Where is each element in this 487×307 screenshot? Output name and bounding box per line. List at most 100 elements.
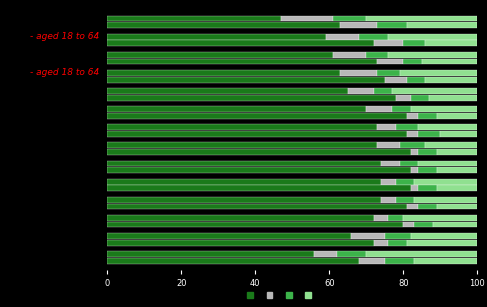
Bar xyxy=(107,167,411,173)
Bar xyxy=(107,106,366,112)
Bar xyxy=(107,149,411,155)
Bar xyxy=(333,16,366,21)
Bar xyxy=(414,258,477,264)
Bar xyxy=(107,258,359,264)
Bar xyxy=(403,41,426,46)
Bar xyxy=(385,77,407,83)
Bar xyxy=(436,149,477,155)
Bar xyxy=(107,240,374,246)
Bar xyxy=(436,113,477,119)
Bar xyxy=(418,149,436,155)
Bar xyxy=(392,106,411,112)
Bar xyxy=(107,233,352,239)
Bar xyxy=(414,222,433,227)
Bar xyxy=(366,106,392,112)
Bar xyxy=(385,258,414,264)
Bar xyxy=(107,34,325,40)
Bar xyxy=(436,204,477,209)
Bar xyxy=(389,52,477,58)
Bar xyxy=(348,88,374,94)
Bar xyxy=(107,52,333,58)
Bar xyxy=(359,258,385,264)
Bar xyxy=(436,167,477,173)
Bar xyxy=(107,124,377,130)
Bar xyxy=(407,22,477,28)
Bar xyxy=(411,95,429,101)
Bar xyxy=(407,113,418,119)
Bar xyxy=(381,161,399,166)
Bar xyxy=(374,215,389,221)
Bar xyxy=(377,70,399,76)
Bar xyxy=(107,215,374,221)
Bar xyxy=(426,41,477,46)
Bar xyxy=(107,113,407,119)
Bar xyxy=(340,22,377,28)
Bar xyxy=(403,59,422,64)
Bar xyxy=(433,222,477,227)
Bar xyxy=(418,131,440,137)
Bar xyxy=(359,34,389,40)
Bar xyxy=(399,70,477,76)
Bar xyxy=(440,131,477,137)
Bar xyxy=(352,233,385,239)
Bar xyxy=(107,179,381,185)
Bar xyxy=(429,95,477,101)
Bar xyxy=(337,251,366,257)
Bar xyxy=(411,106,477,112)
Bar xyxy=(407,204,418,209)
Bar xyxy=(418,185,436,191)
Bar xyxy=(377,59,403,64)
Bar xyxy=(389,240,407,246)
Bar xyxy=(399,142,426,148)
Bar xyxy=(407,131,418,137)
Bar xyxy=(107,131,407,137)
Bar xyxy=(411,185,418,191)
Bar xyxy=(396,95,411,101)
Bar xyxy=(418,113,436,119)
Bar xyxy=(107,222,403,227)
Bar xyxy=(107,77,385,83)
Bar xyxy=(403,222,414,227)
Bar xyxy=(411,167,418,173)
Bar xyxy=(107,70,340,76)
Bar xyxy=(366,52,389,58)
Bar xyxy=(377,142,399,148)
Bar xyxy=(399,161,418,166)
Bar xyxy=(403,215,477,221)
Legend: , , , : , , , xyxy=(244,287,321,303)
Bar xyxy=(414,179,477,185)
Bar xyxy=(107,22,340,28)
Bar xyxy=(107,204,407,209)
Bar xyxy=(436,185,477,191)
Bar xyxy=(107,185,411,191)
Bar xyxy=(411,233,477,239)
Bar xyxy=(389,34,477,40)
Bar xyxy=(281,16,333,21)
Bar xyxy=(426,77,477,83)
Bar xyxy=(396,197,414,203)
Bar xyxy=(366,251,477,257)
Bar xyxy=(107,41,374,46)
Bar xyxy=(315,251,337,257)
Bar xyxy=(396,124,418,130)
Bar xyxy=(381,179,396,185)
Bar xyxy=(377,124,396,130)
Bar xyxy=(374,88,392,94)
Bar xyxy=(340,70,377,76)
Bar xyxy=(381,197,396,203)
Bar xyxy=(414,197,477,203)
Bar xyxy=(107,251,315,257)
Bar xyxy=(418,167,436,173)
Bar xyxy=(418,161,477,166)
Bar xyxy=(392,88,477,94)
Bar xyxy=(366,16,477,21)
Bar xyxy=(385,233,411,239)
Bar xyxy=(333,52,366,58)
Bar xyxy=(418,204,436,209)
Bar xyxy=(107,16,281,21)
Bar xyxy=(422,59,477,64)
Bar xyxy=(107,88,348,94)
Bar xyxy=(374,240,389,246)
Bar xyxy=(426,142,477,148)
Bar xyxy=(389,215,403,221)
